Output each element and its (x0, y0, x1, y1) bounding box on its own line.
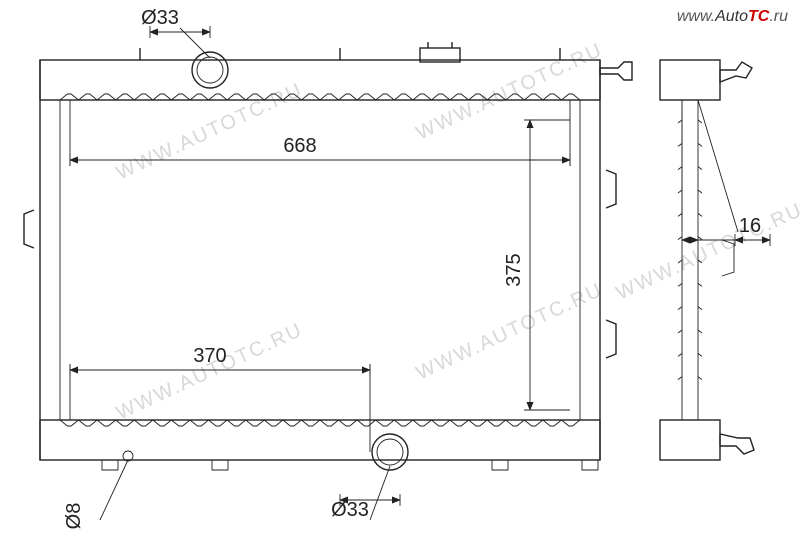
watermark-text: WWW.AUTOTC.RU (613, 199, 800, 305)
dim-t16: 16 (739, 215, 761, 237)
watermark-text: WWW.AUTOTC.RU (113, 319, 307, 425)
watermark-text: WWW.AUTOTC.RU (413, 279, 607, 385)
dim-d8: Ø8 (63, 503, 85, 530)
diagram-container: WWW.AUTOTC.RUWWW.AUTOTC.RUWWW.AUTOTC.RUW… (0, 0, 800, 552)
technical-drawing: WWW.AUTOTC.RUWWW.AUTOTC.RUWWW.AUTOTC.RUW… (0, 0, 800, 552)
dim-w370: 370 (193, 345, 226, 367)
logo-accent: TC (748, 8, 769, 25)
watermark-text: WWW.AUTOTC.RU (413, 39, 607, 145)
watermark-text: WWW.AUTOTC.RU (113, 79, 307, 185)
logo-url: www.AutoTC.ru (677, 8, 788, 26)
logo-suffix: .ru (769, 8, 788, 25)
logo-prefix: www. (677, 8, 715, 25)
dim-d33_top: Ø33 (141, 7, 179, 29)
logo-mid: Auto (715, 8, 748, 25)
dim-d33_bottom: Ø33 (331, 499, 369, 521)
dim-w668: 668 (283, 135, 316, 157)
dim-h375: 375 (503, 253, 525, 286)
